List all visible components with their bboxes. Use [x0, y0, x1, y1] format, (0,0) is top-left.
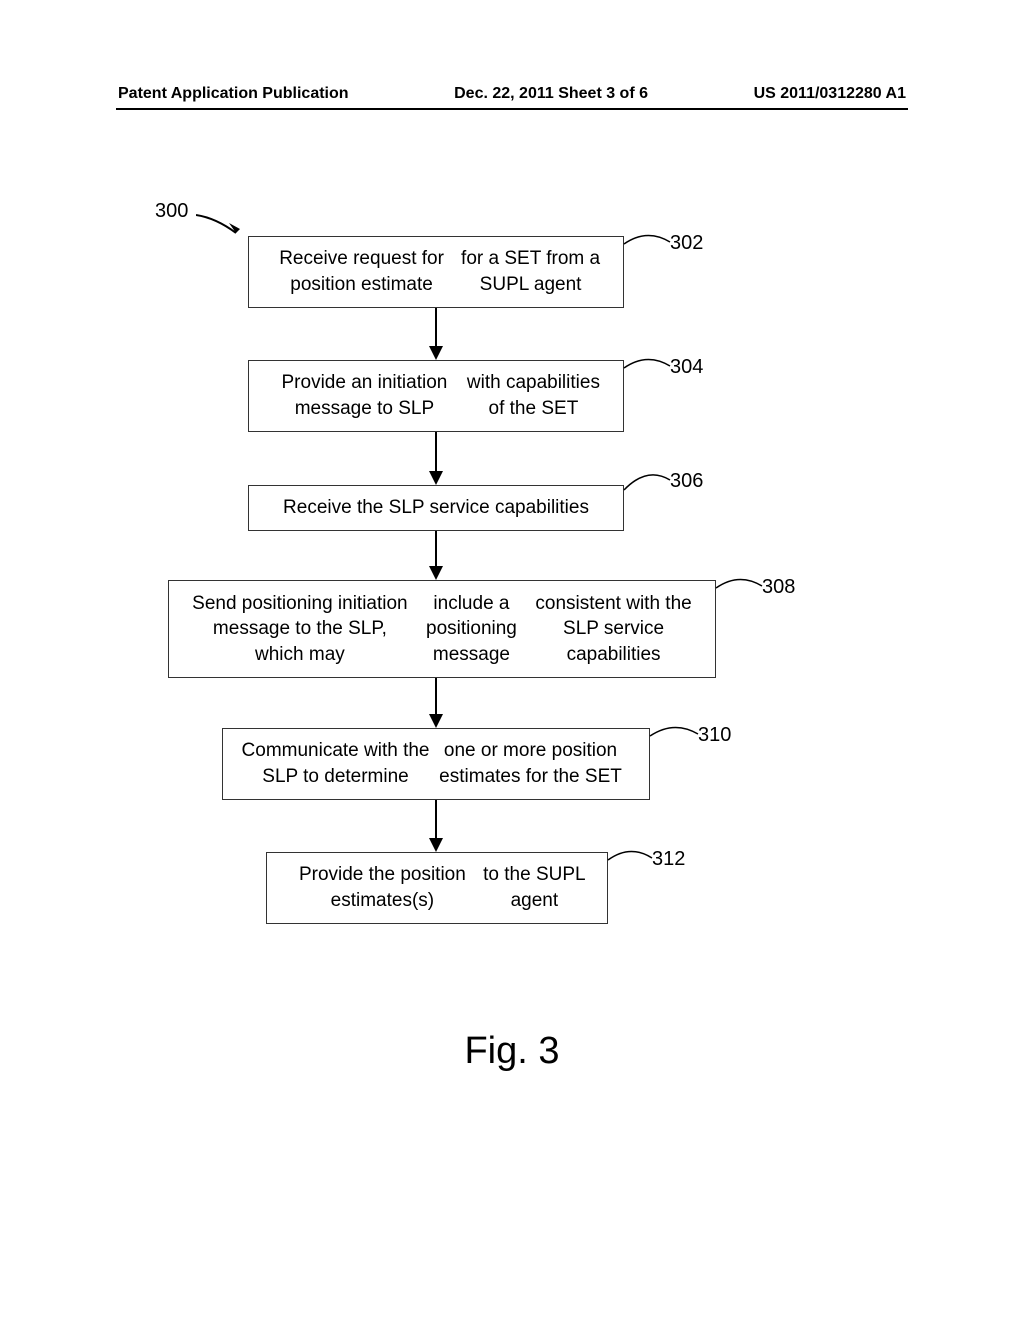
flowchart-step-308: Send positioning initiation message to t… — [168, 580, 716, 678]
callout-label-310: 310 — [698, 724, 731, 747]
callout-label-308: 308 — [762, 576, 795, 599]
callout-label-304: 304 — [670, 356, 703, 379]
callout-curve-3 — [716, 579, 762, 588]
arrow-down-4 — [426, 800, 446, 852]
callout-label-312: 312 — [652, 848, 685, 871]
flowchart-step-310: Communicate with the SLP to determineone… — [222, 728, 650, 800]
callout-curve-0 — [624, 235, 670, 244]
callout-curve-1 — [624, 359, 670, 368]
callout-curve-4 — [650, 727, 698, 736]
flowchart-step-312: Provide the position estimates(s)to the … — [266, 852, 608, 924]
reference-arrow — [196, 213, 248, 243]
flowchart-step-304: Provide an initiation message to SLPwith… — [248, 360, 624, 432]
arrow-down-1 — [426, 432, 446, 485]
arrow-down-2 — [426, 531, 446, 580]
header-divider — [116, 108, 908, 110]
callout-label-302: 302 — [670, 232, 703, 255]
patent-header: Patent Application Publication Dec. 22, … — [0, 85, 1024, 103]
callout-curve-2 — [624, 475, 670, 490]
arrow-down-0 — [426, 308, 446, 360]
callout-curve-5 — [608, 851, 652, 860]
figure-label: Fig. 3 — [0, 1030, 1024, 1073]
callout-label-306: 306 — [670, 470, 703, 493]
flowchart-step-302: Receive request for position estimatefor… — [248, 236, 624, 308]
diagram-reference-label: 300 — [155, 200, 188, 223]
flowchart-step-306: Receive the SLP service capabilities — [248, 485, 624, 531]
header-right: US 2011/0312280 A1 — [754, 85, 906, 103]
header-left: Patent Application Publication — [118, 85, 349, 103]
header-center: Dec. 22, 2011 Sheet 3 of 6 — [454, 85, 648, 103]
arrow-down-3 — [426, 678, 446, 728]
